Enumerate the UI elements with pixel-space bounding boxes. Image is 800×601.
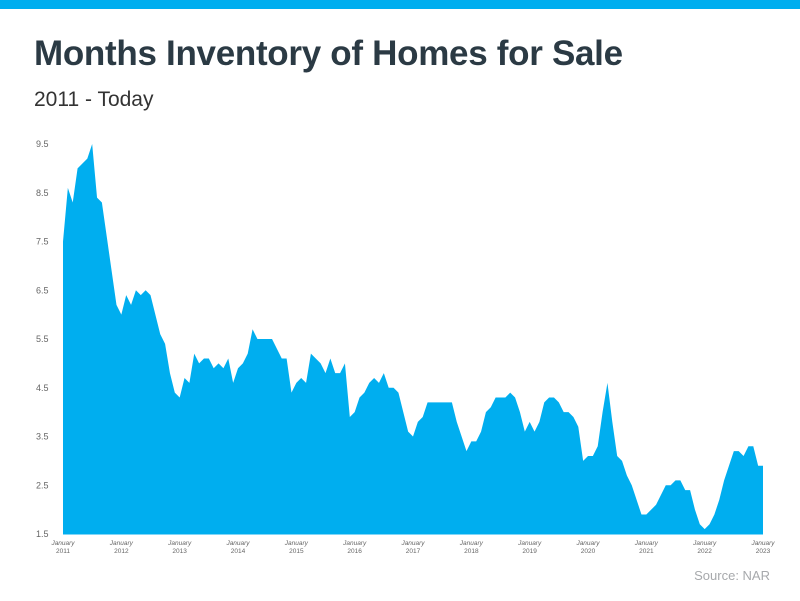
x-tick-month: January: [575, 540, 600, 547]
x-tick-year: 2012: [114, 548, 129, 555]
y-tick-label: 6.5: [36, 285, 49, 295]
x-tick-year: 2018: [464, 548, 479, 555]
y-tick-label: 7.5: [36, 237, 49, 247]
x-tick-month: January: [284, 540, 309, 547]
y-tick-label: 9.5: [36, 139, 49, 149]
top-accent-bar: [0, 0, 800, 9]
x-tick-year: 2011: [56, 548, 70, 555]
y-tick-label: 3.5: [36, 432, 49, 442]
x-tick-year: 2020: [581, 548, 596, 555]
x-tick-month: January: [400, 540, 425, 547]
y-tick-label: 1.5: [36, 529, 49, 539]
series-layer: [63, 144, 763, 535]
x-tick-year: 2016: [347, 548, 362, 555]
x-axis-ticks: January2011January2012January2013January…: [50, 540, 775, 555]
x-tick-year: 2013: [172, 548, 187, 555]
x-tick-month: January: [634, 540, 659, 547]
x-tick-year: 2014: [231, 548, 246, 555]
x-tick-month: January: [109, 540, 134, 547]
x-tick-month: January: [50, 540, 75, 547]
y-tick-label: 8.5: [36, 188, 49, 198]
y-tick-label: 4.5: [36, 383, 49, 393]
x-tick-month: January: [517, 540, 542, 547]
x-tick-month: January: [692, 540, 717, 547]
x-tick-year: 2021: [639, 548, 654, 555]
x-tick-month: January: [459, 540, 484, 547]
x-tick-month: January: [167, 540, 192, 547]
x-tick-year: 2015: [289, 548, 304, 555]
source-note: Source: NAR: [694, 568, 770, 583]
inventory-area-series: [63, 144, 763, 534]
page-title: Months Inventory of Homes for Sale: [34, 34, 623, 73]
y-axis-ticks: 9.5 8.5 7.5 6.5 5.5 4.5 3.5 2.5 1.5: [36, 139, 49, 539]
x-tick-year: 2019: [522, 548, 537, 555]
x-tick-month: January: [750, 540, 775, 547]
page-subtitle: 2011 - Today: [34, 88, 154, 111]
x-tick-year: 2023: [756, 548, 771, 555]
x-tick-month: January: [342, 540, 367, 547]
y-tick-label: 5.5: [36, 334, 49, 344]
inventory-area-chart: 9.58.57.56.55.54.53.52.51.5 January2011J…: [36, 139, 775, 555]
y-tick-label: 2.5: [36, 480, 49, 490]
x-tick-year: 2017: [406, 548, 421, 555]
x-tick-month: January: [225, 540, 250, 547]
x-tick-year: 2022: [697, 548, 712, 555]
